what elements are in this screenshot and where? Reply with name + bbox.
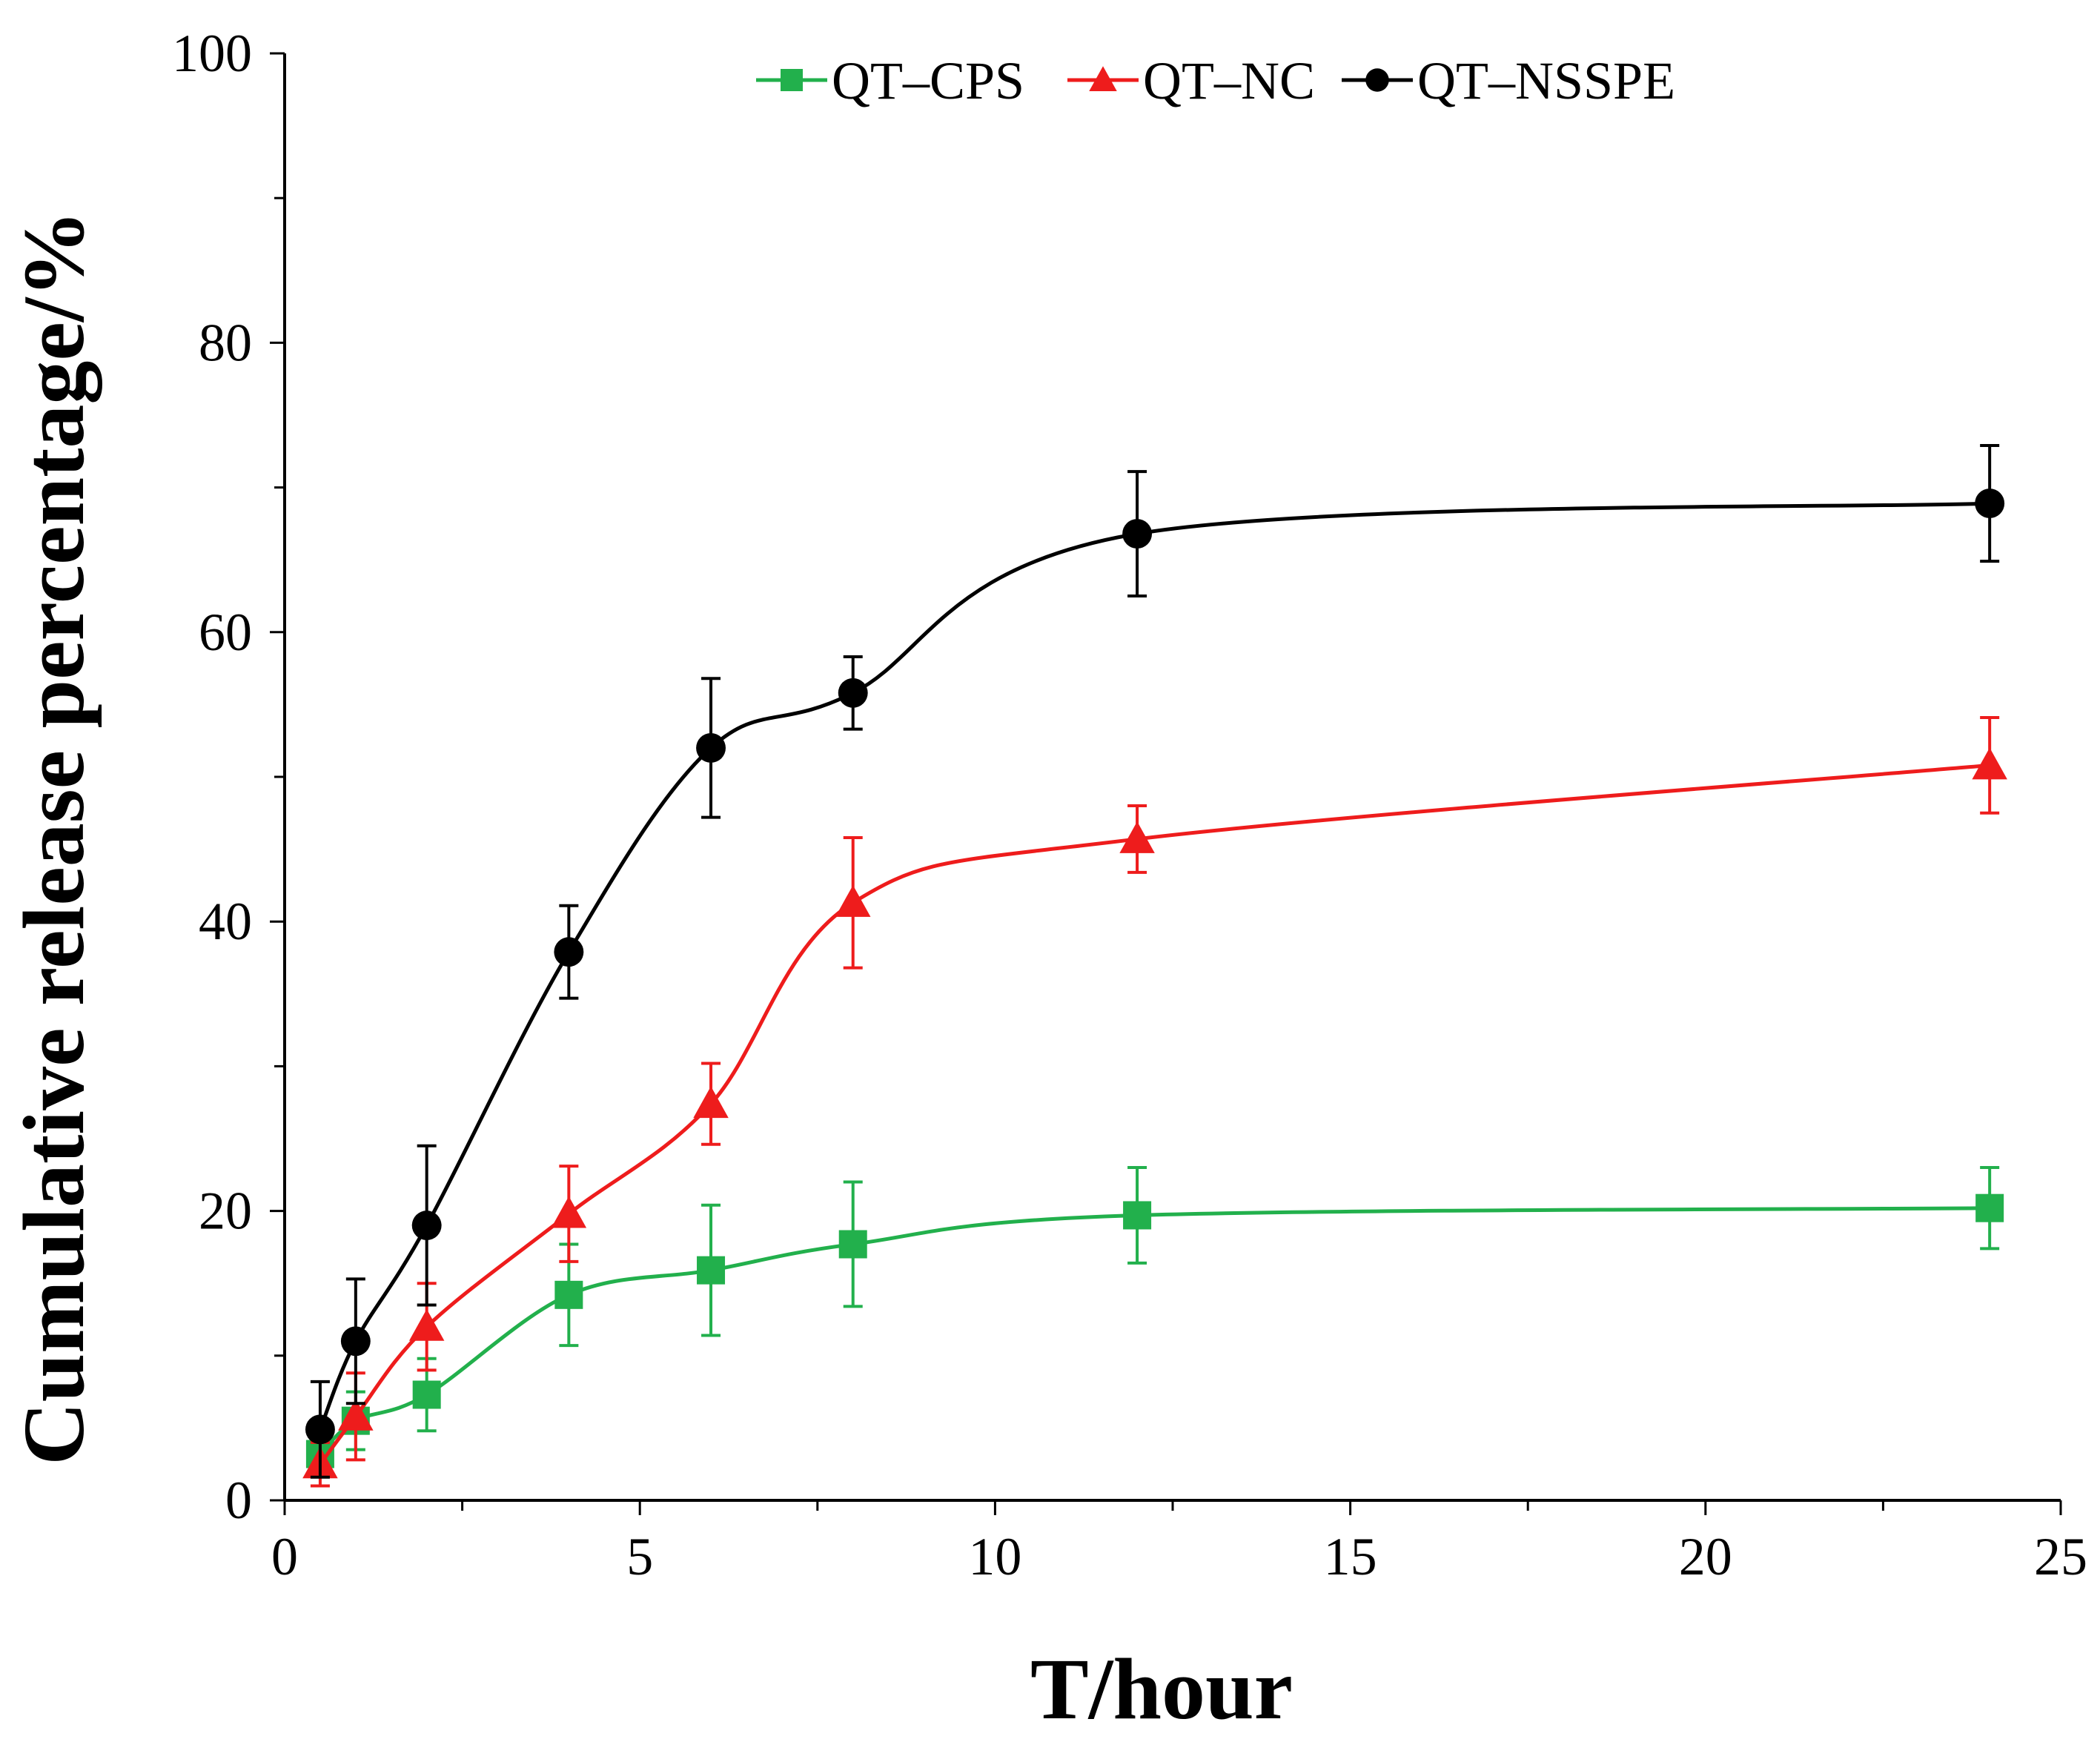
data-point: [1975, 1193, 2004, 1222]
legend-item-qt-nsspe: QT–NSSPE: [1342, 51, 1675, 110]
tick-labels: 0 5 10 15 20 25 0 20 40 60 80 100: [172, 24, 2087, 1586]
data-point: [551, 1196, 587, 1228]
data-point: [1122, 519, 1153, 549]
series-layer: [302, 443, 2007, 1488]
x-tick-label: 20: [1679, 1527, 1732, 1586]
tick-marks: [270, 52, 2062, 1515]
data-point: [838, 1230, 867, 1259]
series-line: [318, 763, 1990, 1466]
data-point: [1119, 821, 1155, 853]
y-tick-label: 20: [199, 1182, 252, 1241]
x-tick-label: 10: [968, 1527, 1021, 1586]
series-qt-nc: [302, 715, 2007, 1488]
legend-marker: [1365, 68, 1389, 92]
legend-marker: [1089, 66, 1117, 91]
data-point: [411, 1211, 442, 1241]
data-point: [838, 678, 868, 708]
data-point: [305, 1414, 335, 1445]
x-tick-label: 5: [626, 1527, 653, 1586]
y-tick-label: 0: [225, 1471, 252, 1530]
data-point: [835, 885, 871, 917]
data-point: [697, 1256, 726, 1285]
data-point: [693, 1086, 729, 1119]
axes: [283, 53, 2061, 1502]
y-tick-label: 80: [199, 313, 252, 372]
series-qt-nsspe: [305, 443, 2005, 1479]
y-tick-label: 60: [199, 603, 252, 662]
legend-label: QT–NSSPE: [1417, 51, 1675, 110]
legend-label: QT–CPS: [832, 51, 1024, 110]
data-point: [1975, 489, 2005, 519]
data-point: [338, 1399, 374, 1431]
x-tick-label: 25: [2034, 1527, 2087, 1586]
x-tick-label: 15: [1324, 1527, 1377, 1586]
legend-marker: [781, 69, 803, 91]
data-point: [412, 1380, 441, 1409]
series-line: [318, 501, 1990, 1431]
data-point: [1123, 1201, 1152, 1230]
legend-item-qt-cps: QT–CPS: [756, 51, 1024, 110]
legend-item-qt-nc: QT–NC: [1067, 51, 1315, 110]
legend-label: QT–NC: [1143, 51, 1315, 110]
data-point: [340, 1326, 371, 1357]
data-point: [554, 937, 584, 967]
data-point: [408, 1309, 445, 1341]
x-tick-label: 0: [271, 1527, 298, 1586]
y-tick-label: 40: [199, 892, 252, 951]
y-axis-title: Cumulative release percentage/%: [5, 210, 102, 1465]
x-axis-title: T/hour: [1030, 1640, 1293, 1738]
data-point: [696, 733, 726, 763]
y-tick-label: 100: [172, 24, 252, 83]
legend: QT–CPS QT–NC QT–NSSPE: [756, 51, 1675, 110]
data-point: [554, 1280, 583, 1309]
data-point: [1972, 747, 2007, 780]
